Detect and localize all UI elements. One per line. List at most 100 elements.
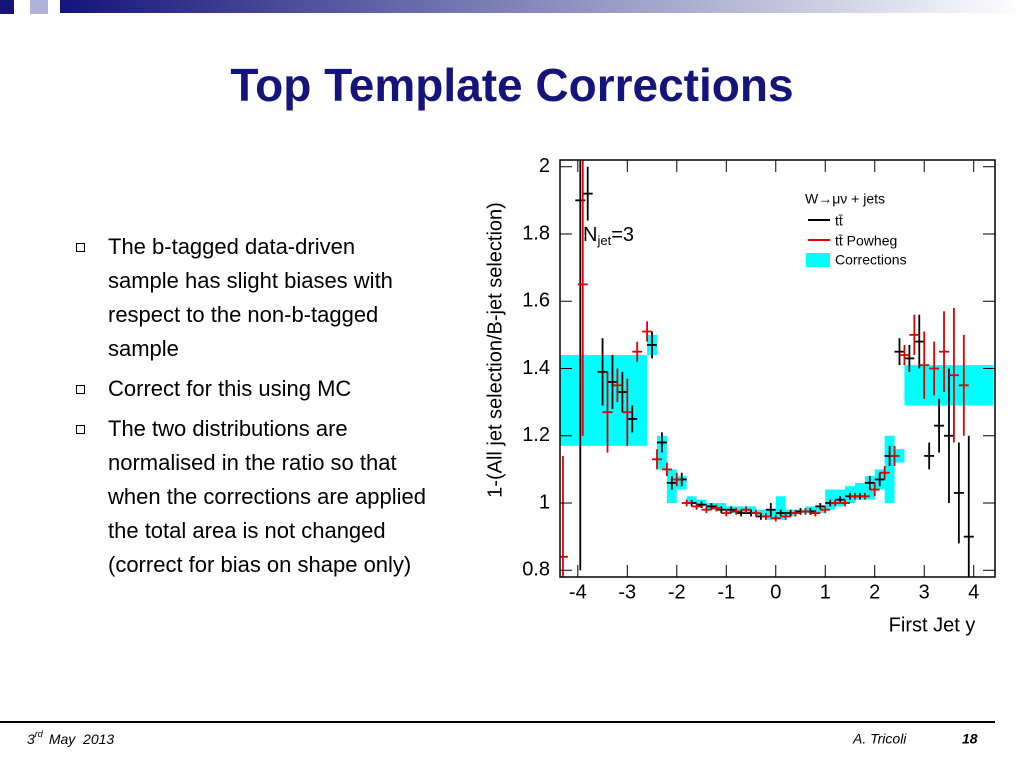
data-point [666, 476, 677, 490]
y-tick-label: 2 [539, 155, 550, 177]
correction-band [795, 509, 806, 514]
data-point [884, 445, 895, 467]
bullet: Correct for this using MC [72, 372, 432, 406]
data-point [701, 506, 712, 514]
y-tick-label: 1.8 [522, 222, 550, 244]
x-tick-label: -3 [618, 581, 636, 603]
correction-band [647, 334, 657, 356]
data-point [755, 513, 766, 520]
data-point [627, 405, 638, 433]
legend-label: Corrections [835, 252, 907, 268]
data-point [602, 371, 613, 453]
legend-label: tt̄ Powheg [835, 233, 897, 249]
data-point [582, 166, 593, 221]
footer: 3rd May 2013 A. Tricoli 18 [0, 721, 995, 747]
axes: 0.8 1 1.2 1.4 1.6 1.8 2 -4 -3 -2 -1 0 1 2 3 4 [522, 155, 995, 603]
correction-band [755, 509, 766, 517]
y-axis-label: 1-(All jet selection/B-jet selection) [484, 202, 506, 498]
correction-band [656, 435, 667, 470]
correction-band [874, 469, 885, 490]
data-point [914, 314, 925, 369]
data-point [963, 435, 974, 577]
correction-band [560, 355, 648, 446]
data-point [859, 492, 870, 500]
data-point [706, 503, 717, 510]
correction-band [746, 506, 756, 514]
data-point [661, 462, 672, 477]
correction-band [864, 476, 875, 500]
data-point [736, 509, 747, 517]
data-point [810, 509, 821, 517]
data-point [929, 341, 940, 396]
correction-band [765, 509, 776, 520]
data-point [686, 499, 697, 507]
x-tick-label: -1 [717, 581, 735, 603]
x-axis-label: First Jet y [889, 614, 976, 636]
data-point [830, 499, 841, 507]
data-point [835, 496, 846, 504]
correction-band [785, 509, 796, 517]
correction-band [815, 506, 826, 514]
correction-band [706, 503, 717, 510]
data-point [770, 514, 781, 522]
correction-band [845, 486, 855, 504]
data-point [676, 472, 687, 487]
data-point [805, 508, 816, 515]
data-point [849, 492, 860, 500]
x-tick-label: -2 [668, 581, 686, 603]
footer-author: A. Tricoli [852, 731, 907, 747]
bullet-list: The b-tagged data-driven sample has slig… [72, 230, 432, 588]
data-point [746, 509, 757, 517]
correction-band [825, 489, 836, 510]
data-point [617, 371, 628, 413]
slide-decoration [0, 0, 1024, 14]
x-tick-label: 2 [869, 581, 880, 603]
data-point [800, 508, 811, 515]
y-tick-label: 1 [539, 491, 550, 513]
data-point [560, 455, 568, 577]
data-point [577, 160, 588, 436]
bullet: The two distributions are normalised in … [72, 412, 432, 582]
data-point [869, 482, 880, 497]
data-point [681, 499, 692, 507]
x-tick-label: 1 [820, 581, 831, 603]
data-point [948, 307, 959, 443]
data-point [691, 503, 702, 510]
x-tick-label: 4 [968, 581, 979, 603]
correction-band [775, 496, 786, 520]
y-tick-label: 1.4 [522, 357, 550, 379]
data-point [711, 504, 722, 512]
correction-band [904, 365, 994, 406]
data-point [780, 513, 791, 520]
x-tick-label: 3 [919, 581, 930, 603]
correction-band [726, 506, 737, 514]
correction-band [894, 449, 905, 463]
footer-date: 3rd May 2013 [27, 729, 114, 746]
correction-band [854, 482, 865, 500]
data-point [731, 508, 742, 515]
legend-swatch [806, 253, 830, 267]
correction-band [835, 489, 846, 507]
data-point [612, 368, 623, 403]
data-point [765, 503, 776, 517]
data-point [924, 442, 935, 470]
data-point [934, 398, 945, 453]
data-point [899, 344, 910, 366]
correction-band [716, 503, 727, 510]
y-tick-label: 0.8 [522, 559, 550, 581]
correction-band [666, 469, 677, 504]
data-point [741, 506, 752, 514]
data-point [919, 331, 930, 399]
data-point [943, 368, 954, 504]
data-point [656, 432, 667, 453]
plot-frame [559, 159, 996, 578]
page-number: 18 [962, 731, 978, 747]
data-point [854, 492, 865, 500]
data-point [642, 321, 653, 342]
correction-band [696, 499, 707, 507]
data-point [879, 466, 890, 480]
data-point [721, 509, 732, 517]
correction-band [736, 506, 747, 514]
data-point [815, 503, 826, 510]
